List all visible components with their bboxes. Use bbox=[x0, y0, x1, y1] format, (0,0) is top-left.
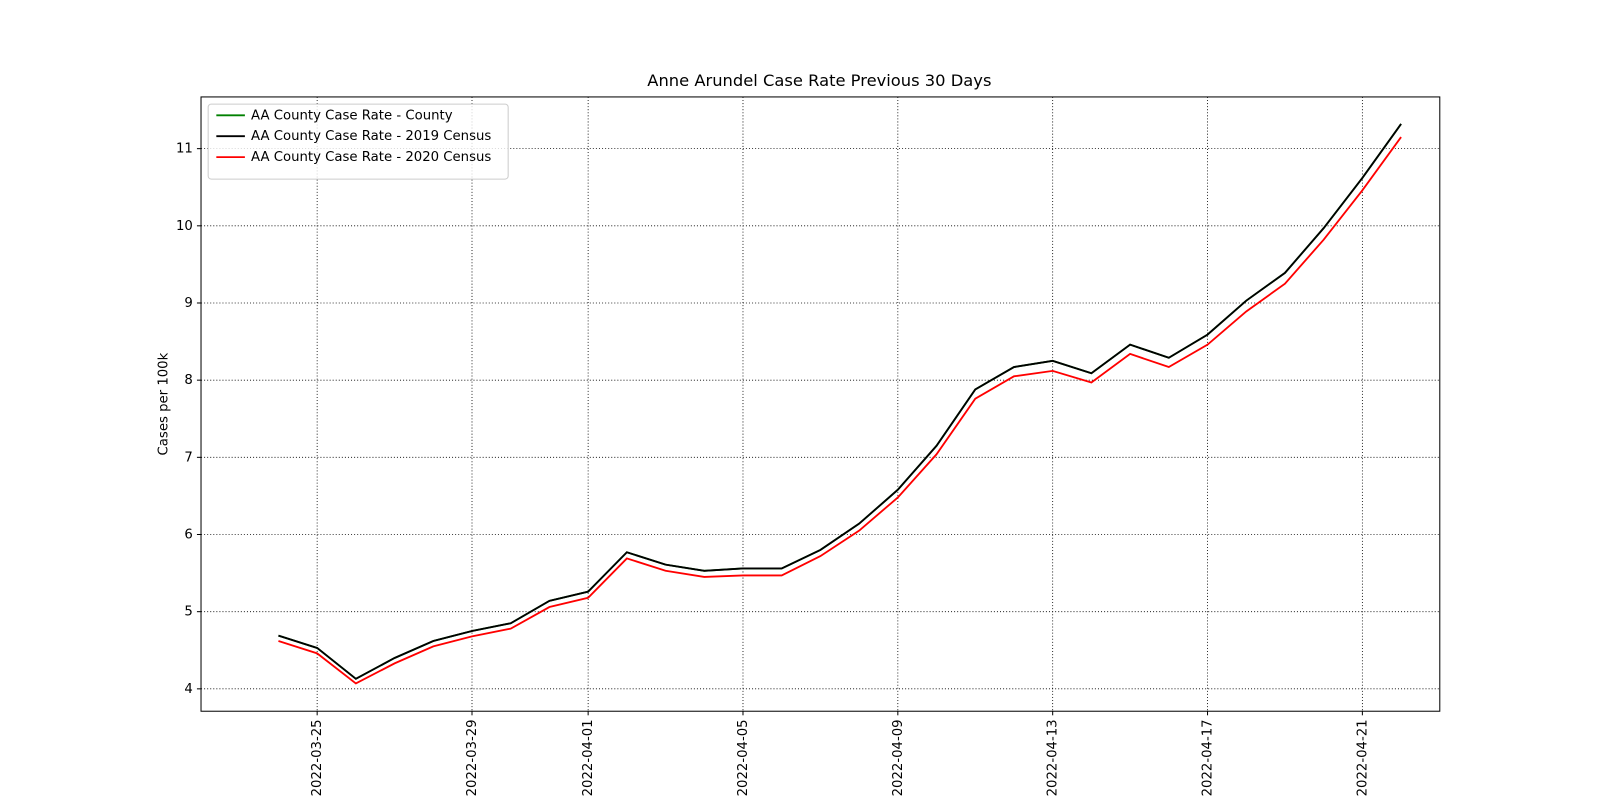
chart-title: Anne Arundel Case Rate Previous 30 Days bbox=[647, 71, 991, 90]
x-tick-label: 2022-04-05 bbox=[736, 719, 751, 796]
x-tick-label: 2022-04-01 bbox=[581, 719, 596, 796]
legend-label: AA County Case Rate - 2019 Census bbox=[251, 129, 491, 144]
x-tick-label: 2022-04-17 bbox=[1201, 719, 1216, 796]
y-tick-label: 8 bbox=[184, 373, 192, 388]
series-line bbox=[278, 136, 1402, 685]
x-tick-label: 2022-03-29 bbox=[465, 719, 480, 796]
y-axis-label: Cases per 100k bbox=[156, 352, 171, 455]
y-tick-label: 9 bbox=[184, 296, 192, 311]
legend-label: AA County Case Rate - 2020 Census bbox=[251, 150, 491, 165]
x-tick-label: 2022-04-21 bbox=[1355, 719, 1370, 796]
y-tick-label: 7 bbox=[184, 450, 192, 465]
legend: AA County Case Rate - County AA County Ca… bbox=[207, 103, 509, 180]
y-tick-label: 10 bbox=[176, 219, 193, 234]
x-tick-label: 2022-03-25 bbox=[310, 719, 325, 796]
y-tick-label: 5 bbox=[184, 605, 192, 620]
y-tick-label: 6 bbox=[184, 528, 192, 543]
y-tick-label: 4 bbox=[184, 682, 192, 697]
series-line bbox=[278, 123, 1402, 680]
x-tick-label: 2022-04-13 bbox=[1046, 719, 1061, 796]
y-tick-label: 11 bbox=[176, 142, 193, 157]
plot-frame bbox=[200, 96, 1441, 712]
legend-box bbox=[207, 103, 509, 180]
series-line bbox=[278, 123, 1402, 680]
legend-label: AA County Case Rate - County bbox=[251, 108, 453, 123]
x-tick-label: 2022-04-09 bbox=[891, 719, 906, 796]
